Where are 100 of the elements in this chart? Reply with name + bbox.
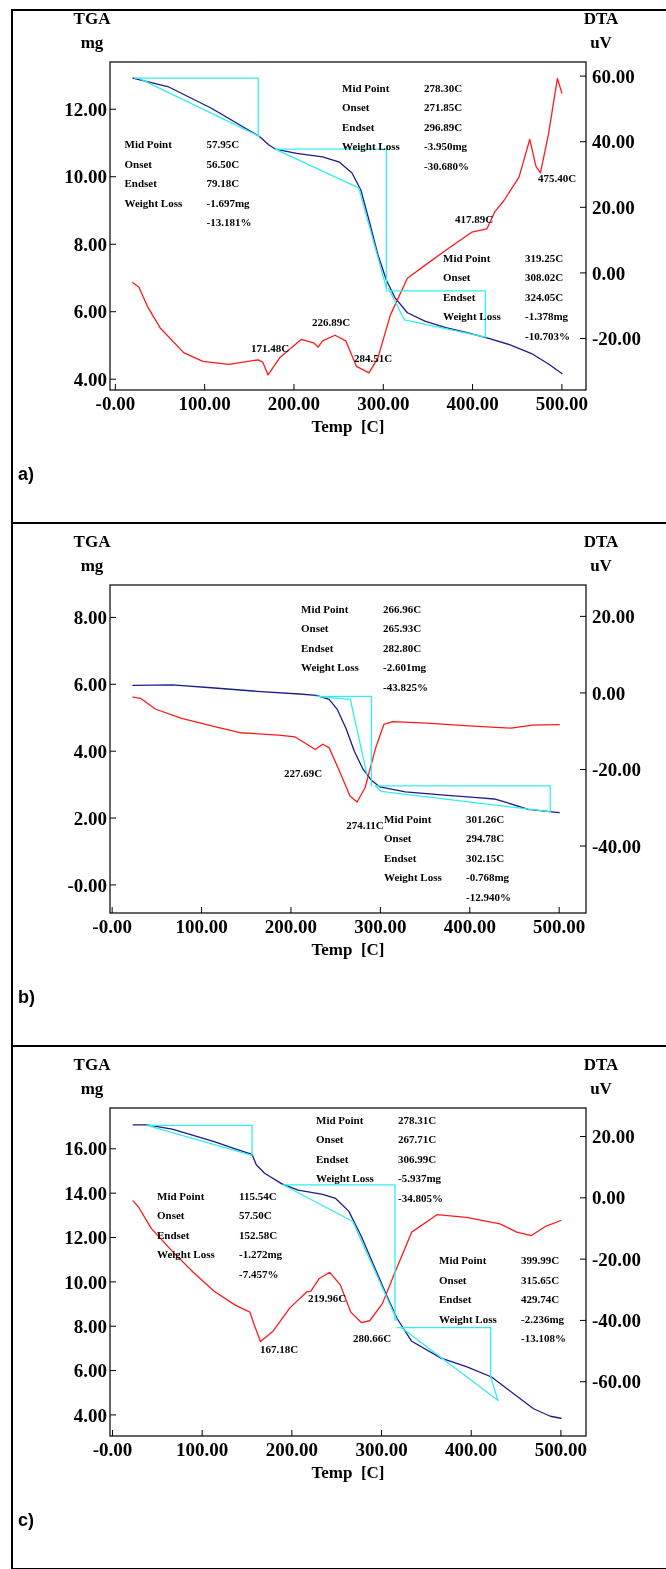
y2-tick-label: -40.00 — [592, 835, 642, 857]
annotation: 219.96C — [307, 1291, 347, 1304]
annotation: -1.697mg — [206, 196, 251, 209]
annotation: Endset — [301, 641, 334, 654]
annotation: 57.50C — [239, 1209, 272, 1222]
annotation: 227.69C — [283, 766, 323, 779]
y2-tick-label: 0.00 — [592, 262, 626, 284]
x-tick-label: 400.00 — [443, 916, 496, 937]
annotation: 274.11C — [346, 818, 384, 831]
annotation: -7.457% — [239, 1267, 279, 1280]
y2-axis-title: DTA uV — [583, 9, 620, 52]
annotation: Mid Point — [316, 1113, 364, 1126]
annotation: Endset — [342, 120, 375, 133]
x-tick-label: 100.00 — [175, 916, 228, 937]
annotation: Weight Loss — [301, 661, 360, 674]
y2-tick-label: -20.00 — [592, 1248, 642, 1270]
annotation: 302.15C — [466, 851, 505, 864]
x-tick-label: 500.00 — [535, 393, 589, 414]
annotation: 56.50C — [206, 157, 240, 170]
y-tick-label: 6.00 — [73, 301, 107, 323]
annotation: 301.26C — [466, 812, 505, 825]
annotation: Mid Point — [124, 138, 173, 151]
y2-tick-label: -60.00 — [592, 1371, 642, 1393]
text: b) — [18, 987, 35, 1007]
x-tick-label: 200.00 — [264, 916, 318, 937]
annotation: 280.66C — [352, 1331, 392, 1344]
x-tick-label: 300.00 — [354, 916, 407, 937]
y-tick-label: 2.00 — [73, 807, 107, 829]
annotation: Onset — [443, 271, 471, 284]
annotation: Weight Loss — [439, 1312, 498, 1325]
annotation: 79.18C — [206, 177, 240, 190]
x-tick-label: 300.00 — [355, 1439, 408, 1460]
annotation: Mid Point — [439, 1254, 487, 1267]
x-tick-label: -0.00 — [92, 1439, 133, 1460]
annotation: -2.236mg — [521, 1312, 565, 1325]
annotation: 265.93C — [383, 622, 422, 635]
annotation: Onset — [301, 622, 329, 635]
y-axis-title: TGA mg — [73, 1055, 112, 1098]
x-tick-label: 400.00 — [445, 1439, 498, 1460]
annotation: 282.80C — [383, 641, 422, 654]
y-tick-label: -0.00 — [67, 874, 107, 896]
annotation: -43.825% — [383, 680, 428, 693]
annotation: Onset — [342, 101, 370, 114]
y2-tick-label: 0.00 — [592, 1187, 626, 1209]
annotation: Endset — [316, 1152, 349, 1165]
x-tick-label: 100.00 — [176, 1439, 229, 1460]
y2-tick-label: -20.00 — [592, 759, 642, 781]
annotation: Mid Point — [342, 81, 390, 94]
x-axis-title: Temp [C] — [311, 417, 385, 436]
x-tick-label: -0.00 — [95, 393, 136, 414]
y-tick-label: 8.00 — [73, 607, 107, 629]
annotation: -30.680% — [424, 159, 469, 172]
y-tick-label: 4.00 — [73, 368, 107, 390]
annotation: Mid Point — [443, 251, 491, 264]
text: a) — [18, 464, 35, 484]
y-tick-label: 10.00 — [64, 166, 107, 188]
annotation: Onset — [316, 1133, 344, 1146]
annotation: Endset — [124, 177, 158, 190]
y-tick-label: 12.00 — [64, 1227, 107, 1249]
annotation: Endset — [443, 290, 476, 303]
y-tick-label: 4.00 — [73, 1404, 107, 1426]
annotation: Endset — [384, 851, 417, 864]
annotation: 266.96C — [383, 602, 422, 615]
annotation: 171.48C — [250, 341, 290, 354]
annotation: 271.85C — [424, 101, 463, 114]
x-tick-label: 300.00 — [357, 393, 410, 414]
annotation: -5.937mg — [398, 1172, 442, 1185]
annotation: 167.18C — [259, 1342, 299, 1355]
annotation: 306.99C — [398, 1152, 437, 1165]
x-axis-title: Temp [C] — [311, 940, 385, 959]
annotation: 267.71C — [398, 1133, 437, 1146]
annotation: Endset — [439, 1293, 472, 1306]
annotation: Endset — [157, 1228, 190, 1241]
annotation: 315.65C — [521, 1273, 560, 1286]
annotation: -2.601mg — [383, 661, 427, 674]
text: c) — [18, 1510, 35, 1530]
x-tick-label: 200.00 — [265, 1439, 318, 1460]
y2-axis-title: DTA uV — [583, 1055, 620, 1098]
annotation: Weight Loss — [124, 196, 183, 209]
y-axis-title: TGA mg — [73, 532, 112, 575]
annotation: 475.40C — [537, 172, 577, 185]
y-tick-label: 10.00 — [64, 1271, 107, 1293]
annotation: Onset — [157, 1209, 185, 1222]
y2-tick-label: 20.00 — [592, 1126, 635, 1148]
annotation: Onset — [439, 1273, 467, 1286]
y2-tick-label: 60.00 — [592, 65, 635, 87]
y2-tick-label: 20.00 — [592, 196, 635, 218]
annotation: 429.74C — [521, 1293, 560, 1306]
y2-tick-label: 40.00 — [592, 131, 635, 153]
annotation: 278.31C — [398, 1113, 437, 1126]
y-tick-label: 6.00 — [73, 673, 107, 695]
annotation: Mid Point — [384, 812, 432, 825]
annotation: 308.02C — [525, 271, 564, 284]
annotation: 296.89C — [424, 120, 463, 133]
x-tick-label: 500.00 — [534, 1439, 588, 1460]
annotation: 152.58C — [239, 1228, 278, 1241]
x-tick-label: 500.00 — [533, 916, 586, 937]
annotation: Mid Point — [301, 602, 349, 615]
annotation: -0.768mg — [466, 871, 510, 884]
annotation: Mid Point — [157, 1189, 205, 1202]
